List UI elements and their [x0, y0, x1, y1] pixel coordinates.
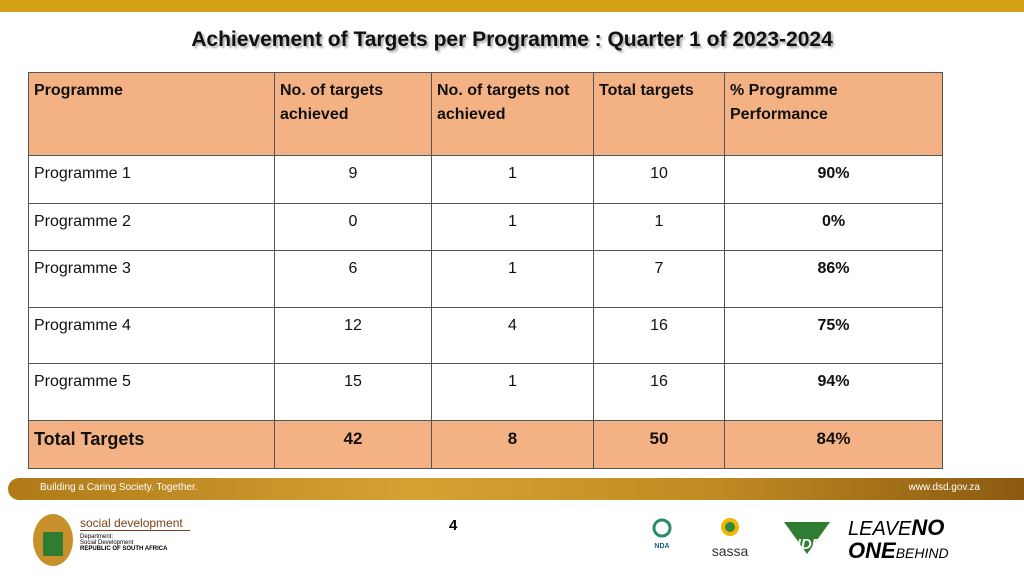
cell: 0 [274, 203, 432, 251]
cell: Programme 1 [28, 155, 275, 204]
ndp-text: NDP [790, 536, 822, 553]
logo-line: REPUBLIC OF SOUTH AFRICA [80, 546, 168, 552]
ndp-icon [784, 522, 830, 554]
header-cell: % Programme Performance [724, 72, 943, 156]
nda-text: NDA [654, 543, 670, 550]
total-cell: 84% [724, 420, 943, 469]
sassa-icon [721, 518, 739, 536]
header-cell: Programme [28, 72, 275, 156]
cell: 9 [274, 155, 432, 204]
cell: Programme 4 [28, 307, 275, 364]
logo-line: Department: [80, 534, 114, 540]
cell: 90% [724, 155, 943, 204]
nda-logo: NDA [648, 518, 676, 550]
cell: 7 [593, 250, 725, 308]
coat-of-arms [33, 514, 73, 566]
cell: 1 [593, 203, 725, 251]
sassa-logo: sassa [700, 516, 760, 559]
cell: 12 [274, 307, 432, 364]
slogan: Building a Caring Society. Together. [40, 482, 198, 493]
lnob-logo: LEAVENO ONEBEHIND [848, 515, 949, 564]
cell: 1 [431, 363, 594, 421]
top-bar [0, 0, 1024, 12]
cell: 0% [724, 203, 943, 251]
header-cell: Total targets [593, 72, 725, 156]
cell: 75% [724, 307, 943, 364]
cell: 94% [724, 363, 943, 421]
page-number: 4 [449, 517, 458, 534]
cell: 15 [274, 363, 432, 421]
cell: 6 [274, 250, 432, 308]
cell: 16 [593, 307, 725, 364]
total-cell: Total Targets [28, 420, 275, 469]
lnob-word: BEHIND [895, 545, 949, 561]
footer-band: Building a Caring Society. Together. www… [8, 478, 1024, 500]
cell: 86% [724, 250, 943, 308]
lnob-word: ONE [848, 538, 896, 563]
cell: 1 [431, 203, 594, 251]
logo-line: Social Development [80, 540, 134, 546]
cell: Programme 3 [28, 250, 275, 308]
lnob-word: NO [911, 515, 945, 540]
cell: 1 [431, 155, 594, 204]
cell: 10 [593, 155, 725, 204]
title: Achievement of Targets per Programme : Q… [191, 28, 833, 51]
nda-icon [652, 518, 672, 538]
website: www.dsd.gov.za [908, 482, 980, 493]
cell: 16 [593, 363, 725, 421]
cell: 4 [431, 307, 594, 364]
cell: Programme 5 [28, 363, 275, 421]
sassa-text: sassa [711, 543, 749, 559]
logo-title: social development [80, 516, 190, 531]
cell: Programme 2 [28, 203, 275, 251]
dept-logo: social development Department: Social De… [80, 516, 190, 552]
total-cell: 42 [274, 420, 432, 469]
total-cell: 8 [431, 420, 594, 469]
header-cell: No. of targets achieved [274, 72, 432, 156]
lnob-word: LEAVE [848, 518, 912, 540]
cell: 1 [431, 250, 594, 308]
header-cell: No. of targets not achieved [431, 72, 594, 156]
ndp-logo: NDP [782, 518, 832, 556]
total-cell: 50 [593, 420, 725, 469]
